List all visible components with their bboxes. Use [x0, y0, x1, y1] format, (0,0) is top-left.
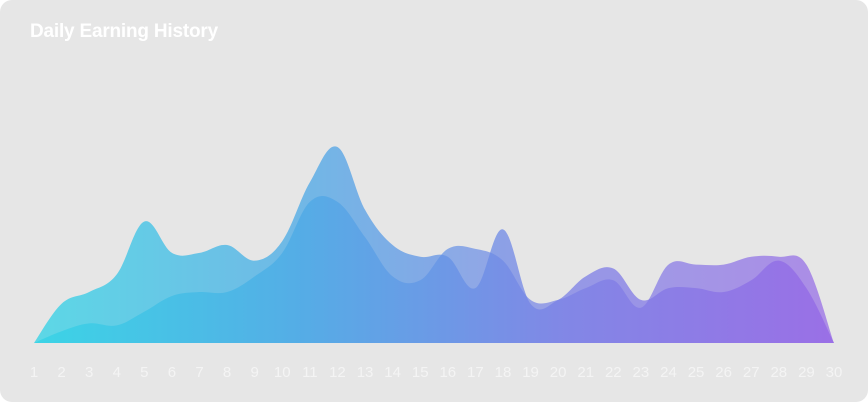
x-tick-label: 15 [412, 364, 429, 381]
x-tick-label: 26 [715, 364, 732, 381]
x-tick-label: 20 [550, 364, 567, 381]
x-tick-label: 30 [826, 364, 843, 381]
x-tick-label: 21 [577, 364, 594, 381]
x-tick-label: 24 [660, 364, 677, 381]
chart-title: Daily Earning History [30, 21, 218, 42]
x-tick-label: 14 [384, 364, 401, 381]
x-tick-label: 6 [168, 364, 176, 381]
x-tick-label: 18 [495, 364, 512, 381]
series-2-area [34, 196, 834, 343]
x-tick-label: 13 [357, 364, 374, 381]
x-tick-label: 29 [798, 364, 815, 381]
x-tick-label: 17 [467, 364, 484, 381]
x-tick-label: 27 [743, 364, 760, 381]
x-tick-label: 9 [251, 364, 259, 381]
x-axis-ticks: 1 2 3 4 5 6 7 8 9 10 11 12 13 14 15 16 17 18 19 20 21 22 23 24 2… [30, 364, 843, 381]
x-tick-label: 3 [85, 364, 93, 381]
x-tick-label: 12 [329, 364, 346, 381]
x-tick-label: 28 [770, 364, 787, 381]
x-tick-label: 4 [113, 364, 121, 381]
x-tick-label: 19 [522, 364, 539, 381]
series-layer [34, 146, 834, 343]
x-tick-label: 25 [688, 364, 705, 381]
x-tick-label: 10 [274, 364, 291, 381]
x-tick-label: 2 [57, 364, 65, 381]
x-tick-label: 8 [223, 364, 231, 381]
x-tick-label: 22 [605, 364, 622, 381]
x-tick-label: 7 [195, 364, 203, 381]
x-tick-label: 16 [439, 364, 456, 381]
x-tick-label: 23 [633, 364, 650, 381]
x-tick-label: 5 [140, 364, 148, 381]
x-tick-label: 11 [302, 364, 318, 381]
x-tick-label: 1 [30, 364, 38, 381]
